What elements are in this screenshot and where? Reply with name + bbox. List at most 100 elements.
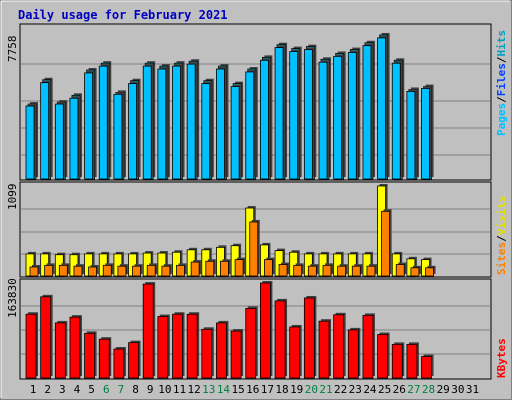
pages-bar-23 <box>347 52 357 180</box>
pages-bar-25 <box>377 37 387 180</box>
sites-bar-26 <box>395 264 405 277</box>
day-label-11: 11 <box>173 383 186 396</box>
sites-bar-7 <box>117 265 127 277</box>
day-label-29: 29 <box>437 383 450 396</box>
day-label-4: 4 <box>74 383 81 396</box>
sites-bar-1 <box>29 266 39 277</box>
kbytes-bar-5 <box>84 332 95 379</box>
kbytes-bar-18 <box>274 300 286 379</box>
legend-hits: Hits <box>495 30 508 57</box>
day-label-5: 5 <box>88 383 95 396</box>
sites-bar-25 <box>381 210 391 277</box>
sites-bar-18 <box>278 264 288 277</box>
day-label-10: 10 <box>158 383 171 396</box>
kbytes-bar-13 <box>201 328 213 379</box>
pages-bar-21 <box>318 61 328 180</box>
day-label-3: 3 <box>59 383 66 396</box>
sites-bar-20 <box>307 265 317 277</box>
day-label-17: 17 <box>261 383 274 396</box>
kbytes-bar-15 <box>230 330 242 379</box>
kbytes-bar-22 <box>333 314 345 379</box>
day-label-16: 16 <box>246 383 259 396</box>
day-label-22: 22 <box>334 383 347 396</box>
pages-bar-27 <box>406 91 416 180</box>
pages-bar-6 <box>98 65 108 180</box>
pages-bar-12 <box>186 63 196 180</box>
day-label-26: 26 <box>393 383 406 396</box>
sites-bar-6 <box>102 264 112 277</box>
day-label-8: 8 <box>132 383 139 396</box>
sites-bar-23 <box>351 265 361 277</box>
kbytes-bar-17 <box>259 282 271 379</box>
pages-bar-4 <box>69 97 79 180</box>
day-label-2: 2 <box>44 383 51 396</box>
pages-bar-14 <box>216 68 225 180</box>
sites-bar-22 <box>337 265 347 277</box>
sites-bar-10 <box>161 265 171 277</box>
kbytes-bar-7 <box>113 348 125 379</box>
sites-bar-14 <box>220 260 229 277</box>
sites-bar-27 <box>410 267 420 277</box>
day-label-12: 12 <box>188 383 201 396</box>
pages-bar-5 <box>84 72 93 180</box>
day-label-9: 9 <box>147 383 154 396</box>
kbytes-bar-20 <box>303 297 315 379</box>
sites-bar-5 <box>88 266 97 277</box>
kbytes-bar-11 <box>172 313 183 379</box>
pages-bar-22 <box>333 55 343 180</box>
kbytes-bar-16 <box>245 308 257 379</box>
pages-bar-18 <box>274 47 284 180</box>
sites-bar-8 <box>132 265 141 277</box>
pages-bar-15 <box>230 86 240 180</box>
pages-bar-8 <box>128 83 137 180</box>
sites-bar-2 <box>44 264 54 277</box>
kbytes-bar-8 <box>128 342 139 379</box>
kbytes-bar-25 <box>377 334 389 379</box>
day-label-27: 27 <box>407 383 420 396</box>
pages-bar-24 <box>362 45 372 180</box>
day-label-14: 14 <box>217 383 231 396</box>
day-label-21: 21 <box>319 383 332 396</box>
legend-files: Files <box>495 63 508 97</box>
legend-visits: Visits <box>495 195 508 236</box>
day-label-1: 1 <box>30 383 37 396</box>
pages-bar-1 <box>25 105 35 180</box>
kbytes-bar-6 <box>98 338 110 379</box>
kbytes-bar-26 <box>391 343 403 379</box>
day-label-18: 18 <box>275 383 288 396</box>
pages-bar-13 <box>201 83 211 180</box>
day-label-20: 20 <box>305 383 318 396</box>
day-label-23: 23 <box>349 383 362 396</box>
kbytes-bar-19 <box>289 326 301 379</box>
kbytes-bar-4 <box>69 316 81 379</box>
sites-bar-9 <box>146 264 156 277</box>
pages-bar-10 <box>157 68 167 180</box>
day-label-13: 13 <box>202 383 215 396</box>
sites-bar-13 <box>205 260 215 277</box>
sites-bar-3 <box>58 264 68 277</box>
pages-bar-19 <box>289 51 299 180</box>
legend-kbytes: KBytes <box>495 338 508 378</box>
kbytes-bar-12 <box>186 313 198 379</box>
kbytes-bar-9 <box>142 283 154 379</box>
sites-bar-15 <box>234 259 244 277</box>
bottom-legend: KBytes <box>495 338 508 378</box>
middle-legend: Sites/Visits <box>495 196 508 276</box>
day-label-7: 7 <box>118 383 125 396</box>
legend-sep-2: / <box>495 56 508 64</box>
legend-sep-3: / <box>495 235 508 242</box>
day-label-31: 31 <box>466 383 479 396</box>
day-label-25: 25 <box>378 383 391 396</box>
day-label-24: 24 <box>363 383 377 396</box>
legend-pages: Pages <box>495 102 508 136</box>
sites-bar-17 <box>263 259 273 277</box>
kbytes-bar-21 <box>318 320 330 379</box>
sites-bar-19 <box>293 264 303 277</box>
kbytes-bar-3 <box>54 322 66 379</box>
pages-bar-7 <box>113 93 123 180</box>
pages-bar-20 <box>303 49 313 180</box>
pages-bar-16 <box>245 71 255 180</box>
kbytes-bar-24 <box>362 314 374 379</box>
